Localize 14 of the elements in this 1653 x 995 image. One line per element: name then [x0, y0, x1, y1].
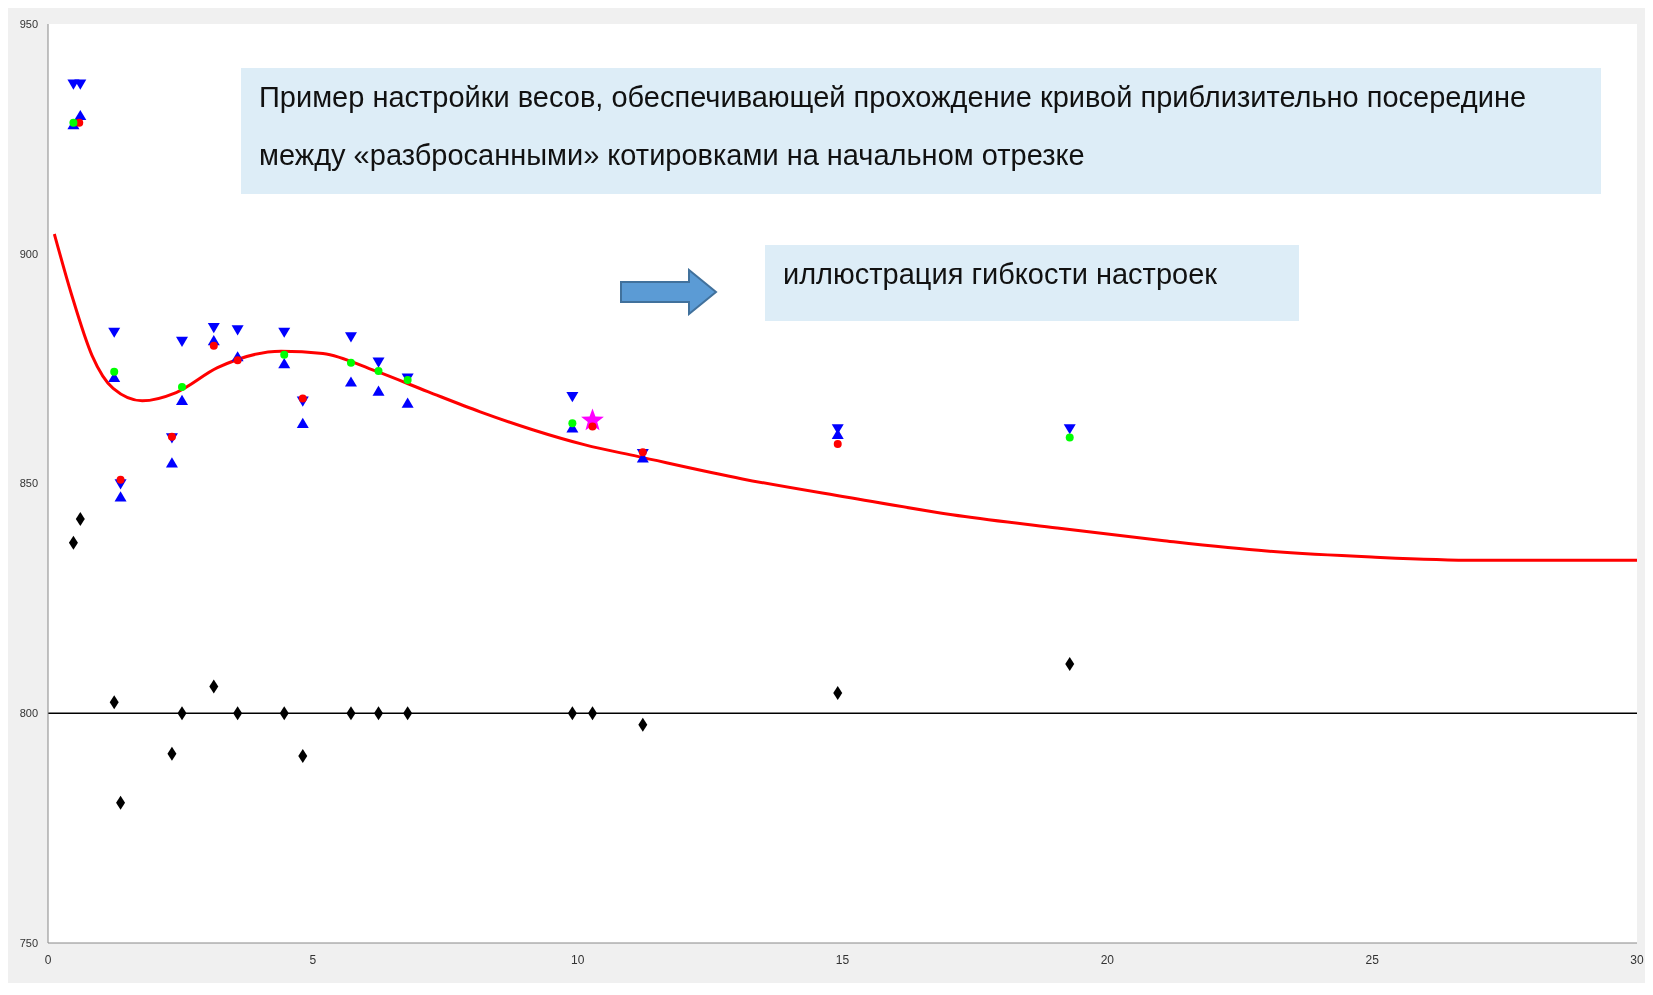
x-tick-label: 15 — [835, 952, 850, 967]
y-tick-label: 850 — [19, 477, 38, 490]
y-tick-label: 950 — [19, 17, 38, 30]
x-tick-label: 30 — [1630, 952, 1644, 967]
x-tick-label: 0 — [44, 952, 52, 967]
y-tick-label: 750 — [19, 936, 38, 949]
x-tick-label: 5 — [309, 952, 317, 967]
x-tick-label: 25 — [1365, 952, 1380, 967]
y-tick-label: 900 — [19, 247, 38, 260]
callout-box: Пример настройки весов, обеспечивающей прохождение кривой приблизительно посередине между «разбросанными» котировками на начальном отрезке — [241, 68, 1601, 194]
x-tick-label: 20 — [1100, 952, 1115, 967]
callout-box: иллюстрация гибкости настроек — [765, 245, 1299, 321]
x-tick-label: 10 — [570, 952, 585, 967]
y-tick-label: 800 — [19, 707, 38, 720]
